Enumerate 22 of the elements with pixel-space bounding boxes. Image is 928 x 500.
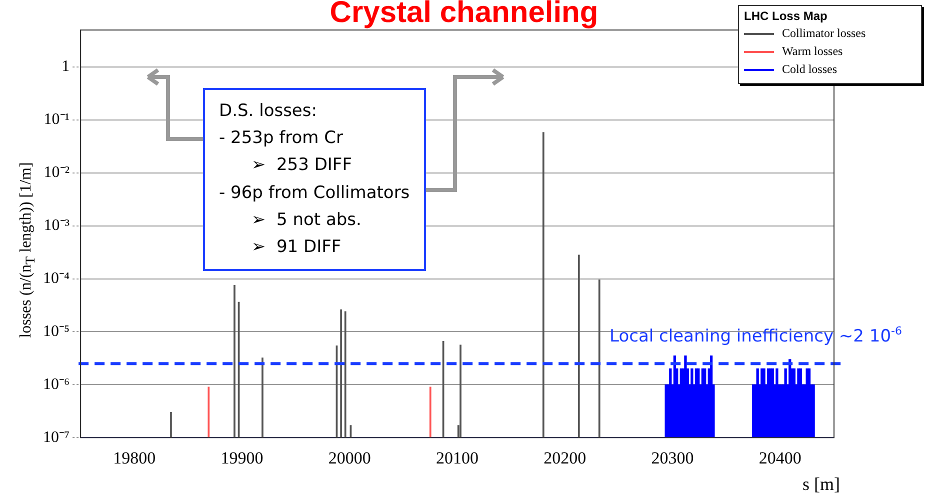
y-tick-label: 10⁻²	[44, 164, 70, 182]
y-tick-label: 10⁻⁶	[43, 376, 70, 393]
legend-label: Cold losses	[782, 62, 838, 77]
legend-label: Collimator losses	[782, 26, 866, 41]
y-tick-label: 10⁻⁵	[43, 322, 70, 340]
y-tick-label: 10⁻¹	[44, 111, 70, 128]
x-tick-label: 20100	[436, 448, 479, 468]
y-tick-label: 10⁻³	[44, 217, 70, 234]
annotation: D.S. losses: - 253p from Cr ➢ 253 DIFF - 96p from Collimators ➢ 5 not abs. ➢ 91 DIFF	[203, 88, 426, 272]
legend-title: LHC Loss Map	[744, 9, 828, 23]
x-tick-label: 19800	[113, 448, 156, 468]
y-tick-label: 1	[62, 58, 70, 76]
legend-label: Warm losses	[782, 44, 843, 59]
x-tick-label: 20200	[544, 448, 586, 468]
y-tick-label: 10⁻⁴	[43, 270, 70, 287]
chart-title: Crystal channeling	[330, 0, 598, 29]
y-tick-label: 10⁻⁷	[43, 428, 70, 446]
x-tick-label: 19900	[220, 448, 264, 468]
x-tick-label: 20300	[651, 448, 694, 468]
x-tick-label: 20000	[328, 448, 371, 468]
x-axis-title: s [m]	[802, 474, 840, 495]
x-tick-label: 20400	[758, 448, 802, 468]
